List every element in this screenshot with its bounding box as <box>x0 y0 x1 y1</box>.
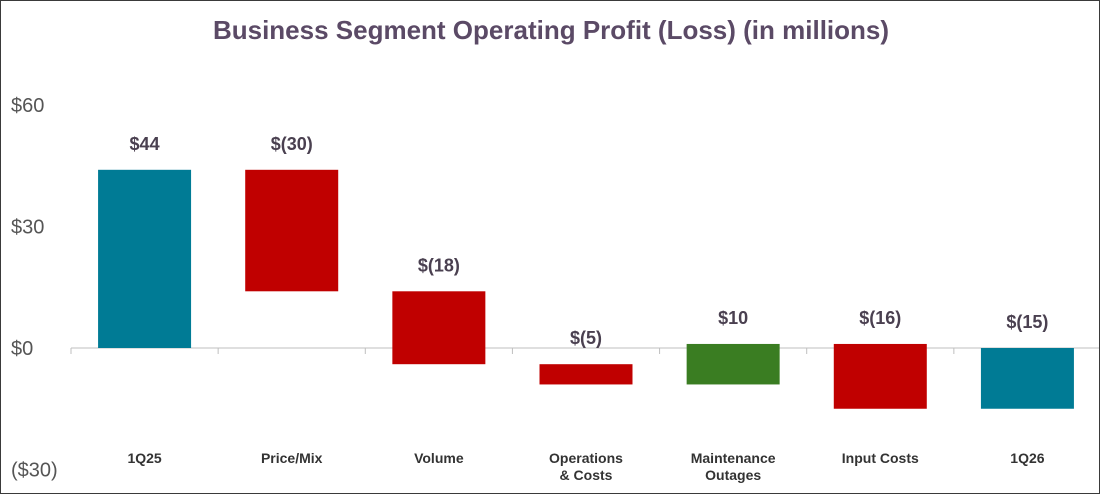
bar-6 <box>833 343 927 409</box>
bar-5 <box>686 343 780 385</box>
data-label: $(30) <box>271 134 313 154</box>
x-axis-labels: 1Q25 Price/Mix Volume Operations& Costs Main… <box>127 450 1044 483</box>
x-tick-label: Price/Mix <box>261 450 323 466</box>
x-tick-label: 1Q25 <box>127 450 161 466</box>
data-label: $44 <box>130 134 160 154</box>
x-tick-label: Operations <box>549 450 623 466</box>
bar-1 <box>98 169 192 348</box>
data-label: $(15) <box>1006 312 1048 332</box>
x-tick-label: Input Costs <box>842 450 919 466</box>
bar-4 <box>539 364 633 385</box>
y-tick-label: ($30) <box>11 460 58 482</box>
x-tick-label: Maintenance <box>691 450 776 466</box>
data-label: $10 <box>718 308 748 328</box>
x-tick-label: & Costs <box>560 467 613 483</box>
chart-title: Business Segment Operating Profit (Loss)… <box>212 15 890 45</box>
bar-3 <box>392 291 486 365</box>
x-tick-label: Volume <box>414 450 464 466</box>
y-tick-label: $30 <box>11 217 44 239</box>
bar-7 <box>980 348 1074 409</box>
data-label: $(5) <box>570 328 602 348</box>
bars <box>70 169 1074 409</box>
data-label: $(16) <box>859 308 901 328</box>
y-tick-label: $0 <box>11 338 33 360</box>
bar-2 <box>245 169 339 292</box>
data-labels: $44 $(30) $(18) $(5) $10 $(16) $(15) <box>130 134 1049 348</box>
x-tick-label: 1Q26 <box>1010 450 1044 466</box>
data-label: $(18) <box>418 255 460 275</box>
y-axis-ticks: $60 $30 $0 ($30) <box>11 95 58 482</box>
y-tick-label: $60 <box>11 95 44 117</box>
x-tick-label: Outages <box>705 467 761 483</box>
